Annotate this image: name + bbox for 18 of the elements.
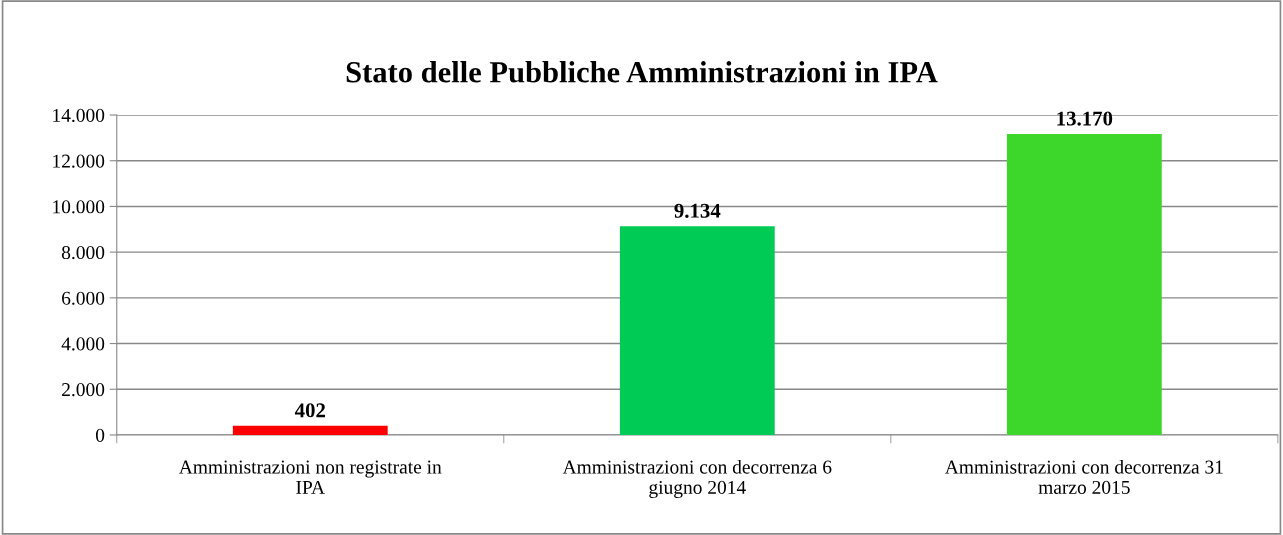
bar [1006,133,1162,435]
data-label: 402 [294,403,325,418]
y-tick-label: 0 [95,428,105,442]
y-tick-label: 2.000 [62,383,105,397]
y-tick-label: 10.000 [53,200,105,214]
y-tick-label: 4.000 [61,337,105,351]
x-tick-label: Amministrazioni con decorrenza 6 giugno 2014 [562,459,832,498]
y-tick-label: 14.000 [53,108,105,123]
bar [232,425,388,435]
chart-title: Stato delle Pubbliche Amministrazioni in IPA [346,61,938,83]
y-tick-label: 8.000 [61,245,105,260]
x-tick-label: Amministrazioni non registrate in IPA [178,460,442,494]
x-tick-label: Amministrazioni con decorrenza 31 marzo 2015 [944,459,1223,494]
data-label: 13.170 [1057,111,1113,126]
y-tick-label: 12.000 [53,154,105,168]
data-label: 9.134 [674,203,721,218]
y-tick-label: 6.000 [62,291,105,305]
bar [619,226,775,435]
